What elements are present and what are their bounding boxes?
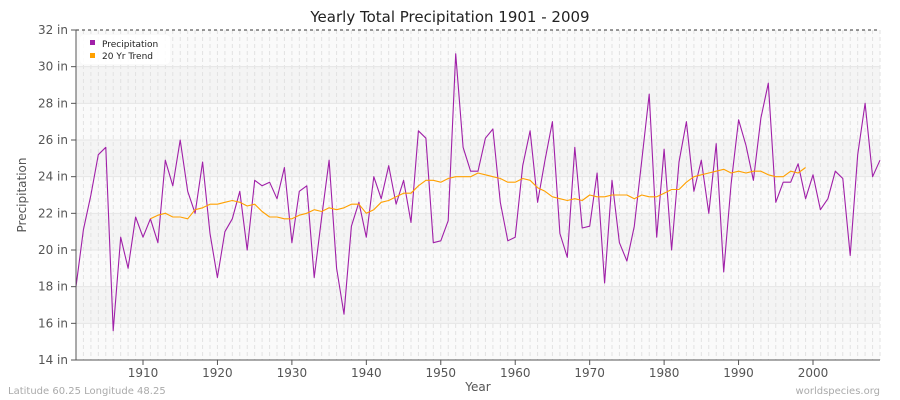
y-tick-label: 18 in (38, 280, 68, 294)
y-tick-label: 24 in (38, 170, 68, 184)
series-lines (75, 53, 881, 332)
legend-label-precipitation: Precipitation (102, 40, 158, 50)
y-tick-label: 14 in (38, 353, 68, 367)
x-tick-label: 1930 (277, 366, 308, 380)
location-footer: Latitude 60.25 Longitude 48.25 (8, 386, 166, 397)
chart-title: Yearly Total Precipitation 1901 - 2009 (309, 8, 589, 26)
x-tick-label: 1940 (351, 366, 382, 380)
y-tick-label: 22 in (38, 206, 68, 220)
y-tick-label: 30 in (38, 60, 68, 74)
x-tick-label: 1970 (574, 366, 605, 380)
x-tick-label: 1980 (649, 366, 680, 380)
background-band (76, 213, 880, 250)
y-tick-label: 32 in (38, 23, 68, 37)
y-axis-label: Precipitation (15, 157, 29, 232)
trend-line (150, 167, 806, 220)
y-axis-ticks: 14 in 16 in 18 in 20 in 22 in 24 in 26 in 28 in… (38, 23, 880, 367)
y-tick-label: 26 in (38, 133, 68, 147)
y-tick-label: 28 in (38, 96, 68, 110)
y-tick-label: 20 in (38, 243, 68, 257)
x-tick-label: 1990 (723, 366, 754, 380)
source-footer: worldspecies.org (796, 386, 880, 397)
x-tick-label: 1960 (500, 366, 531, 380)
x-tick-label: 1950 (426, 366, 457, 380)
precipitation-line (75, 53, 881, 332)
x-tick-label: 2000 (798, 366, 829, 380)
legend: Precipitation 20 Yr Trend (80, 35, 170, 64)
legend-swatch-precipitation (90, 40, 95, 45)
legend-swatch-trend (90, 53, 95, 58)
legend-box (80, 35, 170, 64)
x-axis-ticks: 1910 1920 1930 1940 1950 1960 1970 1980 1990 2000 (128, 360, 829, 380)
x-tick-label: 1920 (202, 366, 233, 380)
x-tick-label: 1910 (128, 366, 159, 380)
legend-label-trend: 20 Yr Trend (102, 52, 153, 62)
grid-lines (75, 29, 881, 360)
y-tick-label: 16 in (38, 316, 68, 330)
x-axis-label: Year (464, 380, 490, 394)
